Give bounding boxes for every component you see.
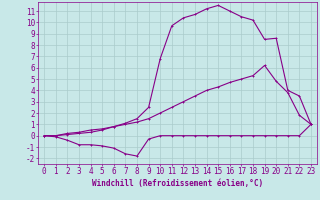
X-axis label: Windchill (Refroidissement éolien,°C): Windchill (Refroidissement éolien,°C)	[92, 179, 263, 188]
